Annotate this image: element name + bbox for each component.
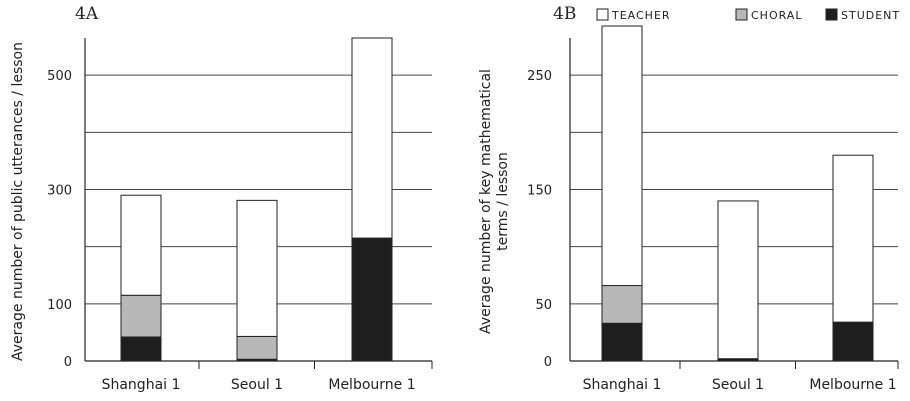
y-axis-title: Average number of key mathematicalterms … [478,69,511,334]
legend-swatch-choral [735,8,748,21]
x-tick-label: Shanghai 1 [583,377,662,393]
bar-student-melbourne-1 [832,321,874,362]
y-tick-label: 50 [535,298,552,313]
bar-student-shanghai-1 [120,336,162,362]
legend-swatch-student [825,8,838,21]
panel-label: 4A [75,4,99,24]
x-tick-label: Seoul 1 [712,377,764,393]
y-axis-title: Average number of public utterances / le… [10,42,26,361]
y-tick-label: 0 [64,355,72,370]
x-tick-label: Melbourne 1 [809,377,896,393]
y-tick-label: 150 [527,184,552,199]
legend-label-student: STUDENT [841,9,900,22]
y-tick-label: 500 [47,69,72,84]
legend: TEACHER CHORAL STUDENT [596,8,900,22]
bar-teacher-melbourne-1 [351,37,393,239]
y-tick-label: 100 [47,298,72,313]
bar-teacher-shanghai-1 [601,25,643,287]
panel-4a: 0 100 300 500 Shanghai 1 Seoul 1 Melbourne 1 4A… [10,4,433,393]
y-tick-label: 300 [47,184,72,199]
x-tick-label: Melbourne 1 [328,377,415,393]
bar-choral-shanghai-1 [120,294,162,338]
x-tick-label: Shanghai 1 [102,377,181,393]
panel-label: 4B [553,4,576,24]
bar-teacher-shanghai-1 [120,194,162,296]
x-tick-label: Seoul 1 [231,377,283,393]
y-tick-label: 250 [527,69,552,84]
bar-student-melbourne-1 [351,237,393,362]
bar-choral-seoul-1 [236,335,278,360]
legend-swatch-teacher [596,8,609,21]
bar-teacher-seoul-1 [717,200,759,360]
y-tick-label: 0 [544,355,552,370]
legend-label-choral: CHORAL [751,9,802,22]
bar-student-shanghai-1 [601,322,643,362]
legend-label-teacher: TEACHER [611,9,671,22]
panel-4b: 0 50 150 250 Shanghai 1 Seoul 1 Melbourne 1 4B A… [478,4,899,393]
bar-teacher-seoul-1 [236,199,278,337]
bar-choral-shanghai-1 [601,285,643,324]
bar-teacher-melbourne-1 [832,154,874,323]
